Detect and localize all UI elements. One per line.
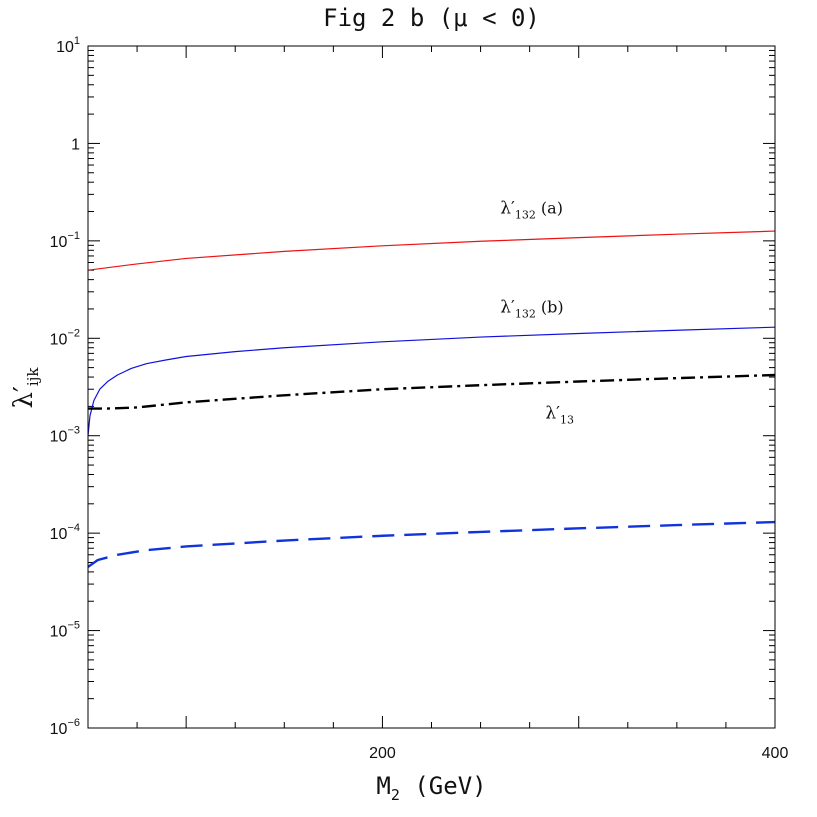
x-axis-subscript: 2 — [391, 786, 400, 804]
y-tick-base: 10 — [50, 624, 68, 641]
series-lines — [87, 230, 776, 568]
annotation-symbol: λ′ — [545, 404, 560, 424]
annotation-suffix: (b) — [536, 297, 564, 316]
y-tick-exponent: −1 — [67, 230, 80, 242]
y-tick-base: 10 — [50, 429, 68, 446]
y-tick-base: 10 — [50, 721, 68, 738]
y-minor-ticks — [88, 49, 775, 729]
y-tick-label: 10−4 — [50, 522, 80, 543]
x-axis-unit: (GeV) — [400, 772, 487, 800]
y-tick-base: 10 — [50, 331, 68, 348]
x-axis-symbol: M — [376, 772, 390, 800]
y-tick-exponent: −4 — [67, 522, 80, 534]
annotation-subscript: 132 — [515, 307, 536, 320]
x-tick-labels: 200 400 — [369, 745, 788, 762]
x-tick-label: 400 — [762, 745, 789, 762]
y-tick-label: 10−2 — [50, 327, 80, 348]
y-tick-base: 10 — [50, 526, 68, 543]
y-tick-base: 10 — [56, 39, 74, 56]
annotation-suffix: (a) — [536, 199, 563, 218]
y-tick-base: 10 — [50, 234, 68, 251]
annotation-subscript: 132 — [515, 209, 536, 222]
annotation-subscript: 13 — [560, 414, 574, 427]
y-tick-label: 10−3 — [50, 425, 80, 446]
y-tick-base: 1 — [71, 136, 80, 153]
curve-annotations: λ′132 (a)λ′132 (b)λ′13 — [500, 199, 574, 427]
curve-annotation-3: λ′13 — [545, 404, 574, 427]
y-tick-exponent: 1 — [74, 35, 80, 47]
y-axis-subscript: ijk — [24, 367, 42, 386]
curve-annotation-2: λ′132 (b) — [500, 297, 563, 320]
x-axis-label: M2 (GeV) — [376, 772, 486, 804]
y-tick-label: 101 — [56, 35, 80, 56]
y-tick-exponent: −5 — [67, 620, 80, 632]
series-line-4 — [87, 520, 776, 568]
y-axis-label: λ′ijk — [9, 367, 42, 409]
y-tick-label: 10−5 — [50, 620, 80, 641]
series-line-3 — [88, 373, 776, 410]
annotation-symbol: λ′ — [500, 199, 515, 219]
x-tick-label: 200 — [369, 745, 396, 762]
y-axis-symbol: λ′ — [9, 386, 39, 408]
annotation-symbol: λ′ — [500, 297, 515, 317]
y-axis-title: λ′ijk — [9, 367, 42, 409]
x-minor-ticks — [87, 46, 776, 728]
y-tick-label: 1 — [71, 136, 80, 153]
y-tick-label: 10−1 — [50, 230, 80, 251]
y-tick-exponent: −3 — [67, 425, 80, 437]
series-line-2 — [87, 326, 776, 436]
chart-title-text: Fig 2 b (μ < 0) — [323, 4, 540, 32]
y-tick-label: 10−6 — [50, 717, 80, 738]
plot-frame — [87, 45, 776, 729]
y-tick-exponent: −2 — [67, 327, 80, 339]
chart-title: Fig 2 b (μ < 0) — [323, 4, 540, 32]
series-line-1 — [87, 230, 776, 271]
curve-annotation-1: λ′132 (a) — [500, 199, 563, 222]
x-axis-title: M2 (GeV) — [376, 772, 486, 804]
y-tick-exponent: −6 — [67, 717, 80, 729]
